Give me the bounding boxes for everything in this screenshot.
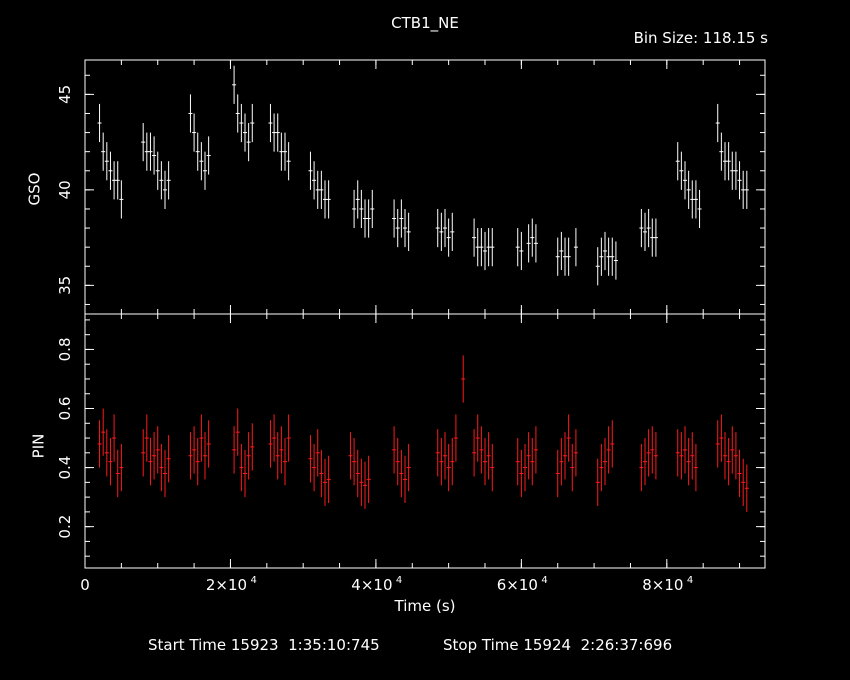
y-tick-label: 0.2 [56,515,74,539]
y-tick-label: 0.8 [56,338,74,362]
x-tick-label: 0 [80,576,90,594]
panel-frame-bottom [84,313,766,569]
gso-axis-label: GSO [25,172,44,206]
stop-time-label: Stop Time 15924 2:26:37:696 [443,636,673,654]
x-tick-label: 2×10 [206,576,247,594]
y-tick-label: 40 [56,180,74,199]
y-tick-label: 0.6 [56,397,74,421]
y-tick-label: 0.4 [56,456,74,480]
y-tick-label: 35 [56,276,74,295]
x-tick-exponent: 4 [541,575,547,586]
x-tick-exponent: 4 [687,575,693,586]
pin-axis-label: PIN [29,433,48,459]
x-tick-label: 6×10 [497,576,538,594]
chart-title: CTB1_NE [391,14,459,32]
x-tick-exponent: 4 [250,575,256,586]
x-tick-label: 8×10 [642,576,683,594]
y-tick-label: 45 [56,85,74,104]
x-tick-label: 4×10 [351,576,392,594]
x-tick-exponent: 4 [396,575,402,586]
bin-size-label: Bin Size: 118.15 s [633,29,768,47]
x-axis-label: Time (s) [394,597,456,615]
start-time-label: Start Time 15923 1:35:10:745 [148,636,380,654]
panel-frame-top [84,59,766,315]
